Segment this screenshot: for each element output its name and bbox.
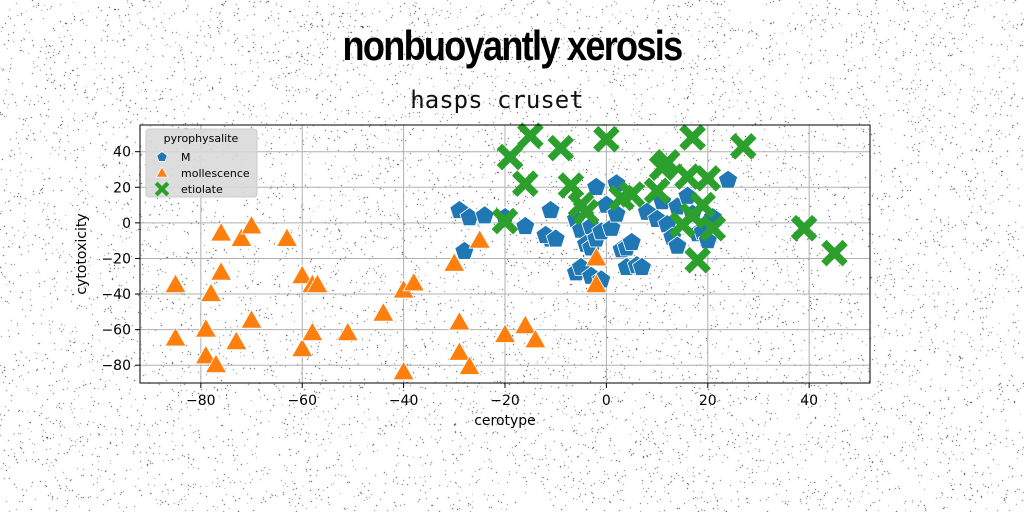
- legend-label-M: M: [181, 151, 191, 164]
- data-point-mollescence: [393, 361, 414, 380]
- data-point-mollescence: [302, 322, 323, 341]
- y-axis-label: cytotoxicity: [74, 213, 90, 294]
- data-point-mollescence: [515, 315, 536, 334]
- data-point-M: [475, 206, 494, 224]
- legend-label-mollescence: mollescence: [181, 167, 250, 180]
- legend-title: pyrophysalite: [164, 132, 239, 145]
- data-point-mollescence: [241, 215, 262, 234]
- data-point-M: [719, 170, 738, 188]
- y-tick-label: 0: [122, 216, 131, 232]
- x-tick-label: −60: [287, 393, 317, 409]
- data-point-mollescence: [165, 274, 186, 293]
- data-point-mollescence: [201, 283, 222, 302]
- data-point-mollescence: [469, 230, 490, 249]
- data-point-M: [516, 216, 535, 234]
- data-point-mollescence: [165, 328, 186, 347]
- data-point-mollescence: [337, 322, 358, 341]
- x-tick-label: −80: [186, 393, 216, 409]
- data-point-mollescence: [277, 228, 298, 247]
- y-tick-label: 20: [113, 180, 131, 196]
- data-point-mollescence: [495, 324, 516, 343]
- x-tick-label: 0: [602, 393, 611, 409]
- x-tick-label: −20: [490, 393, 520, 409]
- data-point-mollescence: [241, 310, 262, 329]
- data-point-M: [541, 200, 560, 218]
- x-axis-label: cerotype: [474, 413, 536, 429]
- y-tick-label: 40: [113, 145, 131, 161]
- data-point-mollescence: [226, 331, 247, 350]
- y-tick-label: −60: [101, 323, 131, 339]
- data-point-mollescence: [211, 223, 232, 242]
- data-point-etiolate: [522, 128, 538, 144]
- data-point-mollescence: [403, 272, 424, 291]
- y-tick-label: −40: [101, 287, 131, 303]
- data-point-etiolate: [517, 176, 533, 192]
- data-point-etiolate: [680, 169, 696, 185]
- x-tick-label: −40: [389, 393, 419, 409]
- data-point-mollescence: [195, 319, 216, 338]
- data-point-etiolate: [690, 252, 706, 268]
- data-point-etiolate: [553, 140, 569, 156]
- y-tick-label: −20: [101, 251, 131, 267]
- data-point-etiolate: [685, 129, 701, 145]
- data-point-mollescence: [449, 342, 470, 361]
- data-point-mollescence: [449, 312, 470, 331]
- legend-label-etiolate: etiolate: [181, 183, 223, 196]
- points-layer: [165, 128, 843, 380]
- x-tick-label: 20: [699, 393, 717, 409]
- x-tick-label: 40: [800, 393, 818, 409]
- data-point-M: [622, 232, 641, 250]
- data-point-mollescence: [373, 303, 394, 322]
- data-point-mollescence: [211, 262, 232, 281]
- y-tick-label: −80: [101, 358, 131, 374]
- data-point-etiolate: [563, 177, 579, 193]
